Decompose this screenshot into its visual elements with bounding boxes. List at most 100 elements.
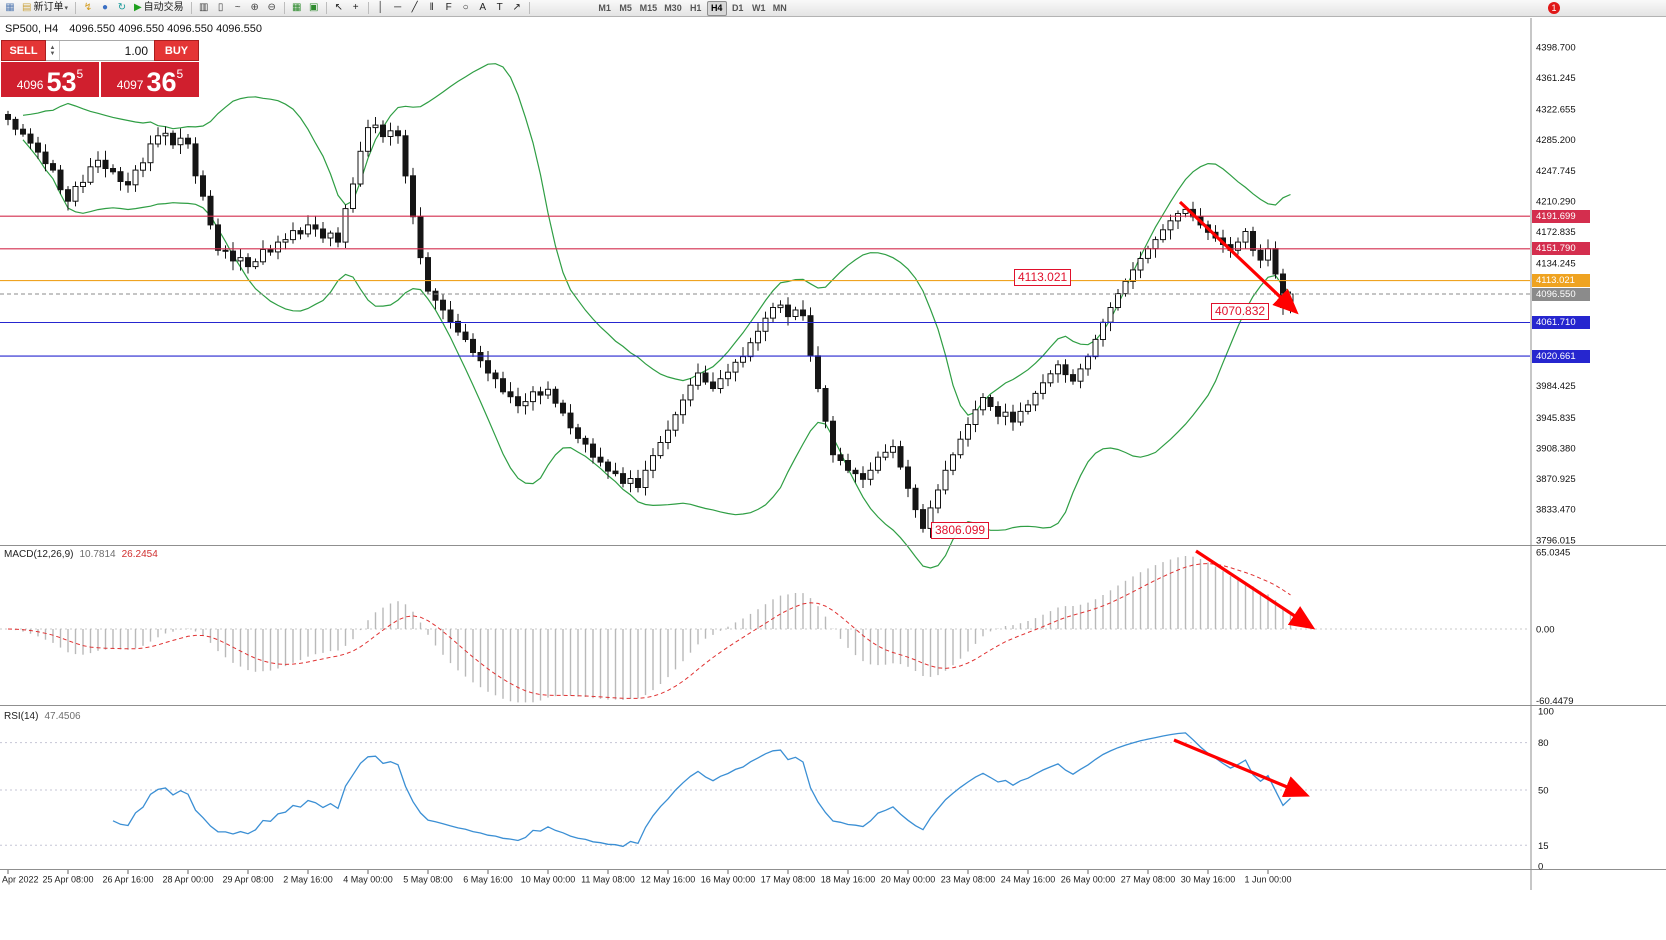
svg-text:10 May 00:00: 10 May 00:00 — [521, 875, 576, 885]
svg-text:12 May 16:00: 12 May 16:00 — [641, 875, 696, 885]
zoom-in-icon[interactable]: ⊕ — [247, 1, 263, 16]
vertical-line-icon[interactable]: │ — [373, 1, 389, 16]
arrow-tools-icon-glyph: ↗ — [512, 2, 521, 13]
svg-text:3870.925: 3870.925 — [1536, 474, 1576, 485]
price-annotation-4070[interactable]: 4070.832 — [1211, 303, 1270, 320]
svg-text:3833.470: 3833.470 — [1536, 505, 1576, 516]
crosshair-icon-glyph: + — [352, 2, 359, 13]
arrow-tools-icon[interactable]: ↗ — [509, 1, 525, 16]
cursor-icon[interactable]: ↖ — [331, 1, 347, 16]
shapes-icon[interactable]: ○ — [458, 1, 474, 16]
bollinger-bands — [22, 63, 1291, 569]
price-tag-4096.550: 4096.550 — [1532, 287, 1590, 301]
channel-icon[interactable]: ‖ — [424, 1, 440, 16]
price-tag-4020.661: 4020.661 — [1532, 349, 1590, 363]
toolbar-separator — [190, 2, 192, 14]
timeframe-H1[interactable]: H1 — [689, 2, 702, 13]
zoom-in-icon-glyph: ⊕ — [250, 2, 259, 13]
sell-price-small: 4096 — [16, 78, 44, 92]
svg-text:3984.425: 3984.425 — [1536, 381, 1576, 392]
accounts-icon[interactable]: ● — [97, 1, 113, 16]
svg-text:26 Apr 16:00: 26 Apr 16:00 — [102, 875, 153, 885]
timeframe-MN[interactable]: MN — [772, 2, 787, 13]
trendline-icon[interactable]: ╱ — [407, 1, 423, 16]
volume-value[interactable]: 1.00 — [124, 43, 148, 58]
candlestick-chart-icon[interactable]: ▯ — [213, 1, 229, 16]
macd-name: MACD(12,26,9) — [4, 549, 74, 560]
svg-text:28 Apr 00:00: 28 Apr 00:00 — [162, 875, 213, 885]
bar-chart-icon[interactable]: ▥ — [196, 1, 212, 16]
autotrading-button-glyph: ▶ — [133, 2, 142, 13]
chart-window-icon[interactable]: ▦ — [2, 1, 18, 16]
timeframe-M1[interactable]: M1 — [598, 2, 611, 13]
svg-text:23 May 08:00: 23 May 08:00 — [941, 875, 996, 885]
svg-text:-60.4479: -60.4479 — [1536, 696, 1574, 707]
timeframe-W1[interactable]: W1 — [751, 2, 766, 13]
timeframe-M30[interactable]: M30 — [664, 2, 682, 13]
tile-windows-icon[interactable]: ▣ — [306, 1, 322, 16]
macd-signal-value: 26.2454 — [121, 549, 158, 560]
one-click-trading-panel: SELL ▲ ▼ 1.00 BUY 4096 53 5 4097 36 5 — [1, 40, 199, 97]
price-annotation-4113[interactable]: 4113.021 — [1014, 269, 1072, 286]
new-order-button[interactable]: ▤ 新订单 ▾ — [19, 1, 71, 16]
svg-text:100: 100 — [1538, 707, 1554, 718]
svg-text:3945.835: 3945.835 — [1536, 413, 1576, 424]
svg-text:80: 80 — [1538, 738, 1549, 749]
crosshair-icon[interactable]: + — [348, 1, 364, 16]
buy-price-small: 4097 — [116, 78, 144, 92]
timeframe-M15[interactable]: M15 — [639, 2, 658, 13]
channel-icon-glyph: ‖ — [429, 2, 434, 13]
line-chart-icon[interactable]: ~ — [230, 1, 246, 16]
text-label-icon[interactable]: T — [492, 1, 508, 16]
fibonacci-icon-glyph: F — [445, 2, 452, 13]
fibonacci-icon[interactable]: F — [441, 1, 457, 16]
svg-text:4210.290: 4210.290 — [1536, 197, 1576, 208]
svg-text:4398.700: 4398.700 — [1536, 42, 1576, 53]
sell-price[interactable]: 4096 53 5 — [1, 62, 99, 97]
spin-down-icon[interactable]: ▼ — [49, 50, 56, 57]
sell-price-big: 53 — [46, 67, 77, 98]
price-annotation-3806[interactable]: 3806.099 — [931, 522, 990, 539]
timeframe-M5[interactable]: M5 — [619, 2, 632, 13]
svg-text:4247.745: 4247.745 — [1536, 166, 1576, 177]
ticks-icon-glyph: ↯ — [83, 2, 93, 13]
buy-price[interactable]: 4097 36 5 — [101, 62, 199, 97]
accounts-icon-glyph: ● — [101, 2, 108, 13]
ticks-icon[interactable]: ↯ — [80, 1, 96, 16]
candles-layer — [5, 110, 1294, 538]
refresh-icon[interactable]: ↻ — [114, 1, 130, 16]
candlestick-chart-icon-glyph: ▯ — [217, 2, 224, 13]
volume-spinner[interactable]: ▲ ▼ — [46, 41, 60, 60]
ohlc-values: 4096.550 4096.550 4096.550 4096.550 — [69, 23, 262, 35]
timeframe-H4[interactable]: H4 — [706, 0, 727, 16]
svg-text:2 May 16:00: 2 May 16:00 — [283, 875, 333, 885]
autotrading-button[interactable]: ▶ 自动交易 — [131, 1, 187, 16]
sell-button[interactable]: SELL — [1, 40, 46, 61]
auto-arrange-icon[interactable]: ▦ — [289, 1, 305, 16]
trend-arrows[interactable] — [1173, 200, 1316, 797]
toolbar-separator — [325, 2, 327, 14]
horizontal-line-icon[interactable]: ─ — [390, 1, 406, 16]
timeframe-D1[interactable]: D1 — [731, 2, 744, 13]
cursor-icon-glyph: ↖ — [334, 2, 343, 13]
svg-text:16 May 00:00: 16 May 00:00 — [701, 875, 756, 885]
volume-field[interactable]: ▲ ▼ 1.00 — [46, 40, 154, 61]
new-order-button-glyph: ▤ — [22, 2, 32, 13]
svg-text:65.0345: 65.0345 — [1536, 548, 1570, 559]
notification-badge[interactable]: 1 — [1548, 2, 1560, 14]
svg-text:0.00: 0.00 — [1536, 625, 1555, 636]
sell-price-sup: 5 — [76, 67, 84, 81]
svg-text:4285.200: 4285.200 — [1536, 135, 1576, 146]
top-toolbar: ▦ ▤ 新订单 ▾ ↯ ● ↻ ▶ 自动交易 ▥ ▯ ~ ⊕ ⊖ ▦ ▣ ↖ + │ ─ ╱ ‖ F ○ A T ↗ M1 M5 M15 M… — [0, 0, 1666, 17]
axes-layer[interactable]: 4398.700 4361.245 4322.655 4285.200 4247.745… — [0, 18, 1666, 890]
svg-text:50: 50 — [1538, 786, 1549, 797]
zoom-out-icon[interactable]: ⊖ — [264, 1, 280, 16]
svg-text:30 May 16:00: 30 May 16:00 — [1181, 875, 1236, 885]
trendline-icon-glyph: ╱ — [411, 2, 418, 13]
svg-text:27 May 08:00: 27 May 08:00 — [1121, 875, 1176, 885]
spin-up-icon[interactable]: ▲ — [49, 44, 56, 51]
buy-button[interactable]: BUY — [154, 40, 199, 61]
text-icon[interactable]: A — [475, 1, 491, 16]
